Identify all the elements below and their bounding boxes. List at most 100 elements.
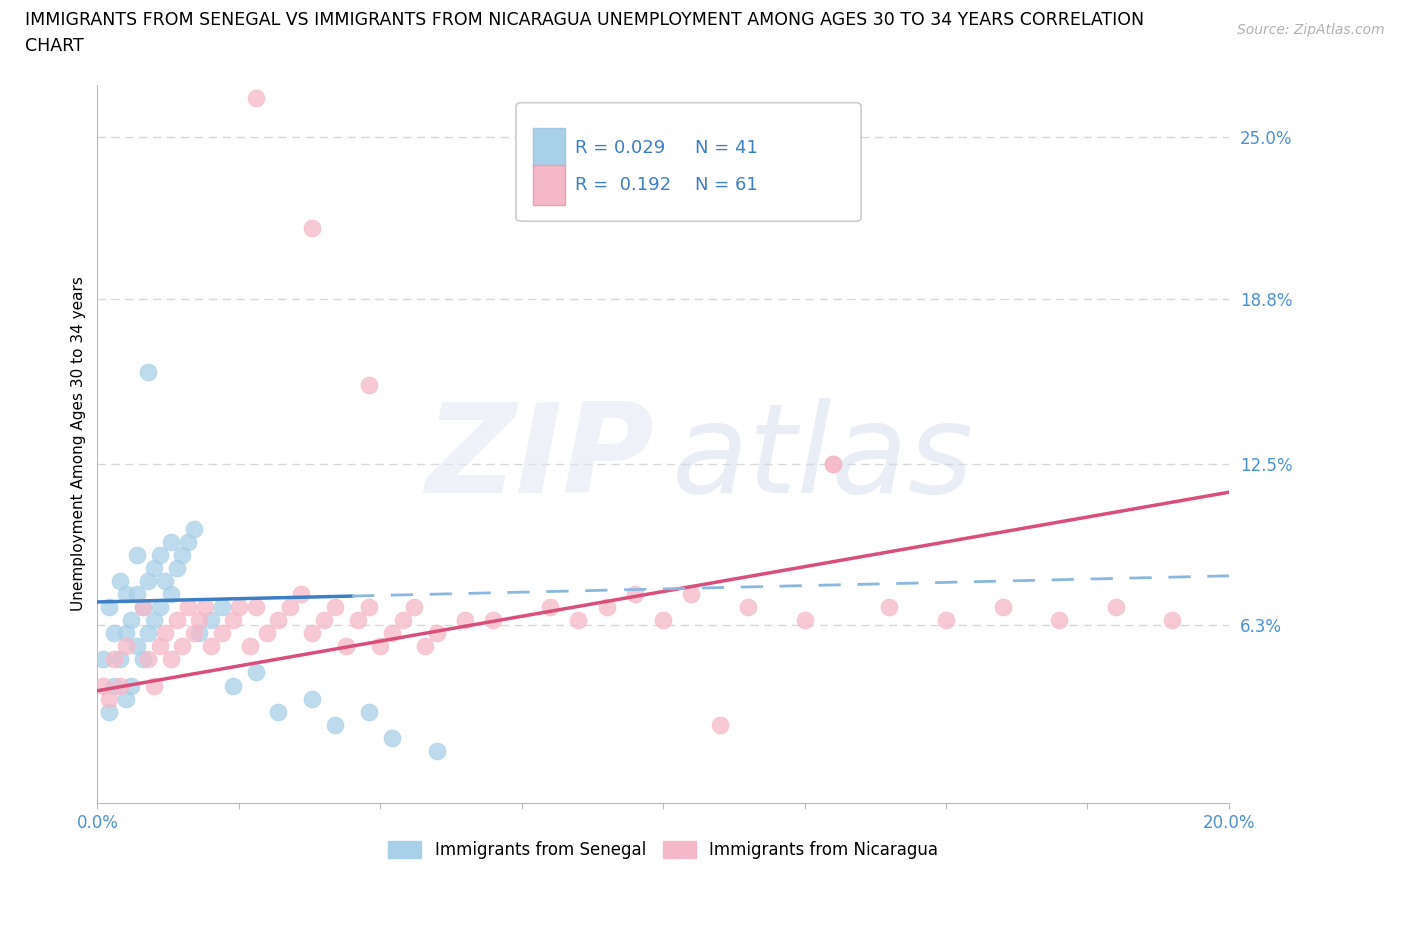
Point [183, 522, 205, 537]
Point [301, 626, 323, 641]
Point [624, 587, 647, 602]
Point [1105, 600, 1128, 615]
Point [120, 678, 142, 693]
Point [301, 691, 323, 706]
Point [357, 704, 380, 719]
Point [136, 652, 159, 667]
Point [392, 613, 415, 628]
Point [183, 626, 205, 641]
Point [368, 639, 391, 654]
Point [97, 600, 120, 615]
Point [131, 600, 153, 615]
Point [108, 574, 131, 589]
Point [103, 678, 125, 693]
Point [172, 548, 194, 563]
Text: Source: ZipAtlas.com: Source: ZipAtlas.com [1237, 23, 1385, 37]
Point [177, 535, 200, 550]
Point [245, 665, 267, 680]
FancyBboxPatch shape [516, 102, 860, 221]
Point [97, 691, 120, 706]
Point [222, 613, 245, 628]
Text: IMMIGRANTS FROM SENEGAL VS IMMIGRANTS FROM NICARAGUA UNEMPLOYMENT AMONG AGES 30 : IMMIGRANTS FROM SENEGAL VS IMMIGRANTS FR… [25, 11, 1144, 29]
Point [200, 639, 222, 654]
Point [228, 600, 250, 615]
Point [245, 600, 267, 615]
Point [1161, 613, 1184, 628]
Point [681, 587, 703, 602]
Text: atlas: atlas [672, 398, 974, 519]
Point [335, 639, 357, 654]
Point [160, 587, 183, 602]
Point [239, 639, 262, 654]
Text: R = 0.029: R = 0.029 [575, 139, 665, 157]
Point [136, 574, 159, 589]
Point [323, 717, 346, 732]
Point [267, 704, 290, 719]
Point [108, 652, 131, 667]
Point [125, 548, 148, 563]
Point [149, 639, 172, 654]
Point [211, 600, 233, 615]
Bar [533, 127, 565, 167]
Point [172, 639, 194, 654]
Point [160, 535, 183, 550]
Point [136, 626, 159, 641]
Point [793, 613, 815, 628]
Point [357, 378, 380, 392]
Point [482, 613, 505, 628]
Point [290, 587, 312, 602]
Point [595, 600, 617, 615]
Point [737, 600, 759, 615]
Point [267, 613, 290, 628]
Point [821, 456, 844, 471]
Point [114, 587, 136, 602]
Point [155, 626, 177, 641]
Point [991, 600, 1014, 615]
Text: ZIP: ZIP [425, 398, 654, 519]
Point [380, 730, 402, 745]
Legend: Immigrants from Senegal, Immigrants from Nicaragua: Immigrants from Senegal, Immigrants from… [388, 842, 938, 859]
Point [136, 365, 159, 379]
Point [97, 704, 120, 719]
Point [567, 613, 589, 628]
Point [188, 626, 211, 641]
Point [160, 652, 183, 667]
Point [652, 613, 675, 628]
Point [108, 678, 131, 693]
Point [200, 613, 222, 628]
Point [114, 626, 136, 641]
Point [879, 600, 901, 615]
Point [935, 613, 957, 628]
Point [131, 652, 153, 667]
Point [131, 600, 153, 615]
Text: CHART: CHART [25, 37, 84, 55]
Point [142, 678, 165, 693]
Point [426, 743, 449, 758]
Point [538, 600, 561, 615]
Point [177, 600, 200, 615]
Point [211, 626, 233, 641]
Point [103, 652, 125, 667]
Point [166, 613, 188, 628]
Point [380, 626, 402, 641]
Point [142, 613, 165, 628]
Point [357, 600, 380, 615]
Point [155, 574, 177, 589]
Point [1047, 613, 1070, 628]
Point [91, 678, 114, 693]
Text: N = 41: N = 41 [695, 139, 758, 157]
Text: N = 61: N = 61 [695, 177, 758, 194]
Point [114, 691, 136, 706]
Point [278, 600, 301, 615]
Point [114, 639, 136, 654]
Point [426, 626, 449, 641]
Point [323, 600, 346, 615]
Point [346, 613, 368, 628]
Point [149, 600, 172, 615]
Point [166, 561, 188, 576]
Point [245, 90, 267, 105]
Point [103, 626, 125, 641]
Point [91, 652, 114, 667]
Bar [533, 166, 565, 205]
Point [120, 613, 142, 628]
